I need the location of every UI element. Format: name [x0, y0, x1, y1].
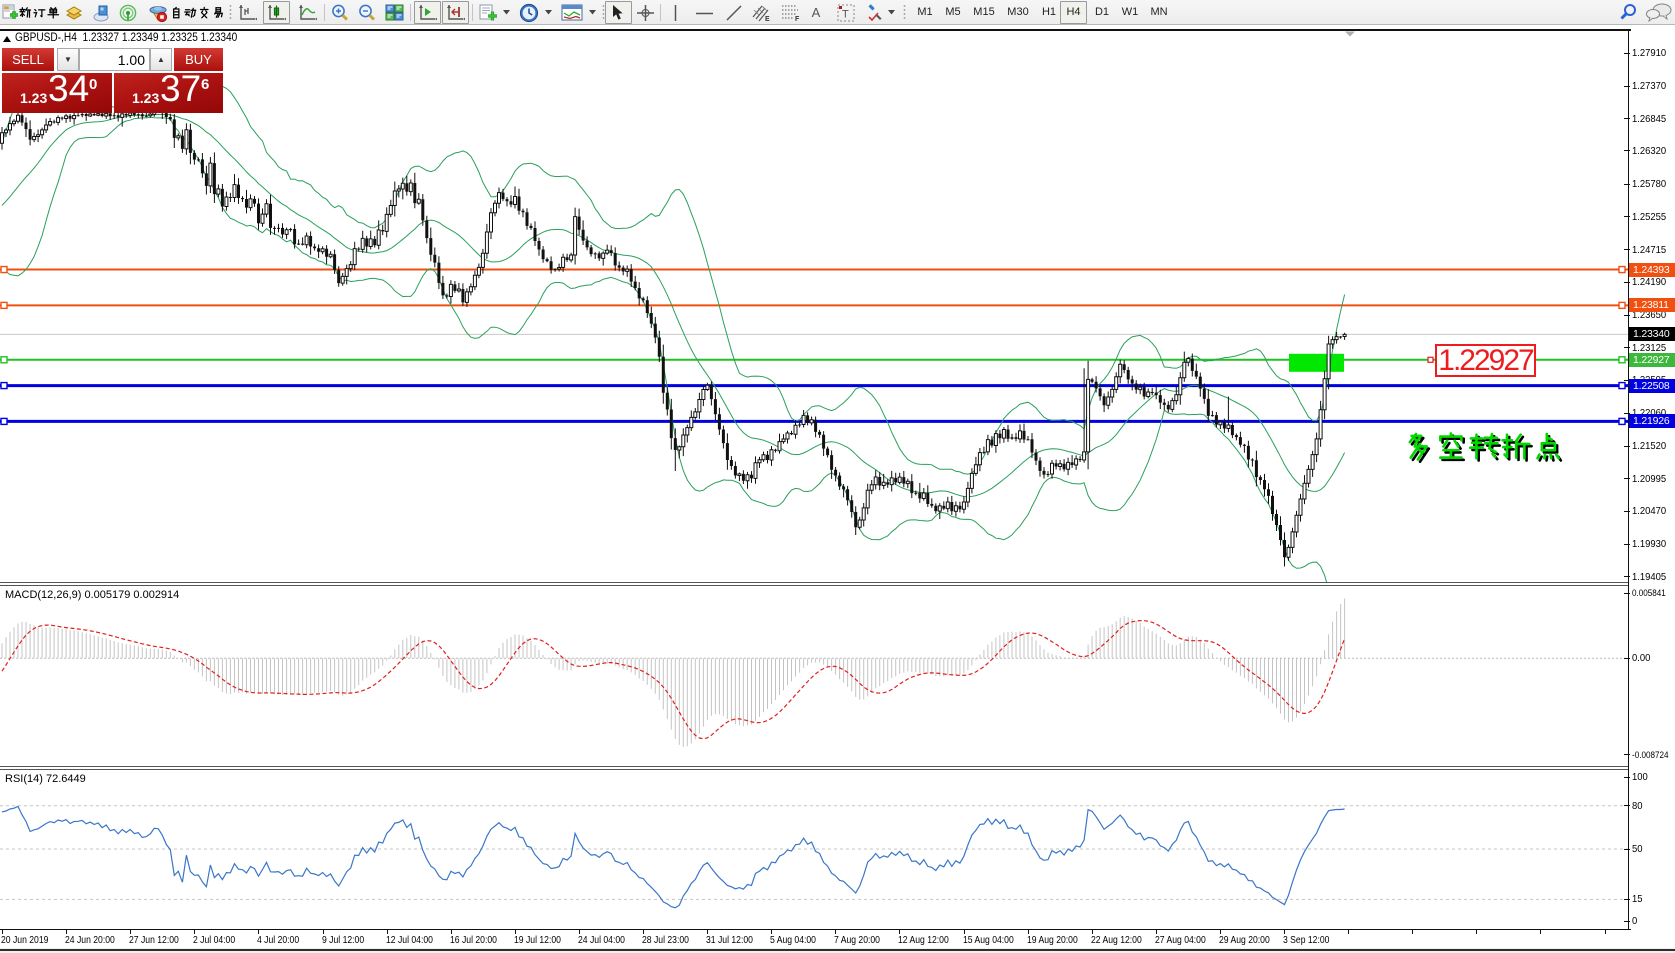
- svg-text:T: T: [842, 9, 849, 21]
- svg-text:F: F: [795, 16, 800, 22]
- svg-text:E: E: [765, 16, 770, 22]
